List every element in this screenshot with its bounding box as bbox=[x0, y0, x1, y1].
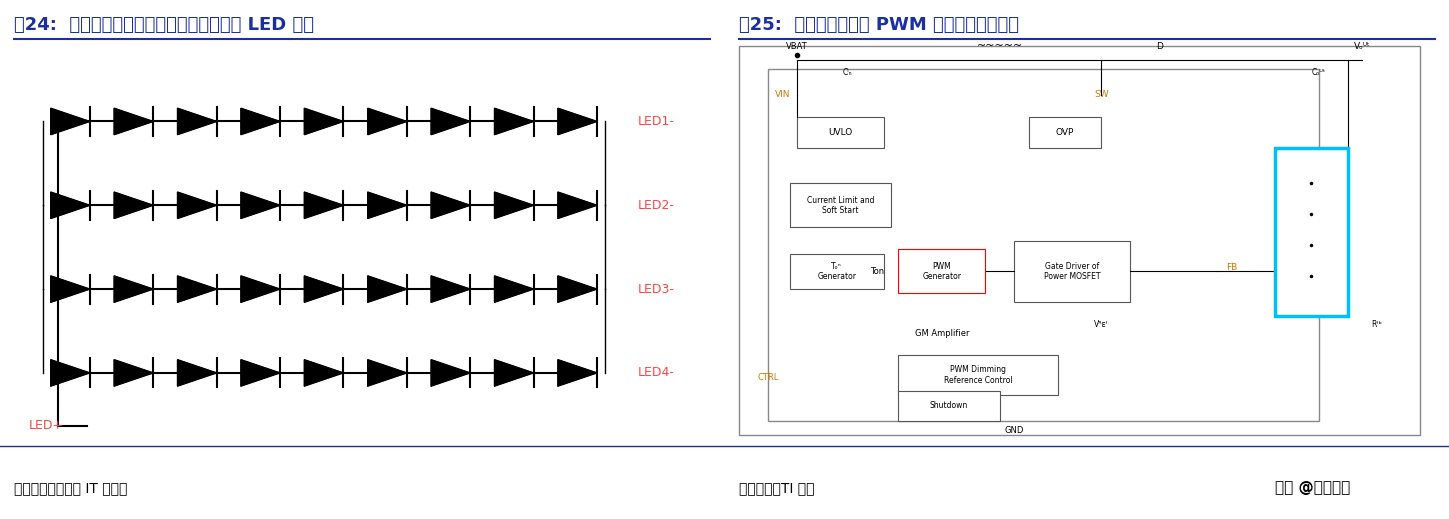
Polygon shape bbox=[304, 108, 343, 135]
Polygon shape bbox=[494, 276, 533, 302]
Text: Ton: Ton bbox=[869, 267, 884, 276]
Polygon shape bbox=[558, 192, 597, 218]
Polygon shape bbox=[304, 192, 343, 218]
Polygon shape bbox=[51, 192, 90, 218]
Text: D: D bbox=[1156, 42, 1162, 51]
Text: LED4-: LED4- bbox=[638, 366, 674, 379]
Polygon shape bbox=[494, 108, 533, 135]
Polygon shape bbox=[114, 360, 154, 386]
Polygon shape bbox=[368, 108, 407, 135]
Polygon shape bbox=[558, 360, 597, 386]
Polygon shape bbox=[304, 360, 343, 386]
Text: 资料来源：欧龙会 IT 技术网: 资料来源：欧龙会 IT 技术网 bbox=[14, 481, 128, 495]
Polygon shape bbox=[178, 360, 217, 386]
Text: 图25:  背光显示芯片的 PWM 模块功能相对单一: 图25: 背光显示芯片的 PWM 模块功能相对单一 bbox=[739, 16, 1019, 34]
Text: GND: GND bbox=[1004, 426, 1024, 435]
Text: CTRL: CTRL bbox=[758, 373, 778, 382]
Text: LED3-: LED3- bbox=[638, 282, 674, 296]
FancyBboxPatch shape bbox=[898, 391, 1000, 421]
Text: Gate Driver of
Power MOSFET: Gate Driver of Power MOSFET bbox=[1045, 262, 1100, 281]
Polygon shape bbox=[430, 192, 469, 218]
Text: UVLO: UVLO bbox=[829, 128, 852, 137]
Polygon shape bbox=[178, 108, 217, 135]
Text: LED+: LED+ bbox=[29, 419, 64, 432]
Polygon shape bbox=[241, 108, 280, 135]
Polygon shape bbox=[241, 192, 280, 218]
Polygon shape bbox=[368, 360, 407, 386]
Text: VBAT: VBAT bbox=[785, 42, 809, 51]
FancyBboxPatch shape bbox=[790, 183, 891, 227]
FancyBboxPatch shape bbox=[790, 254, 884, 289]
Text: LED1-: LED1- bbox=[638, 115, 674, 128]
Polygon shape bbox=[114, 192, 154, 218]
Text: Tₒⁿ
Generator: Tₒⁿ Generator bbox=[817, 262, 856, 281]
Text: Current Limit and
Soft Start: Current Limit and Soft Start bbox=[807, 196, 874, 215]
Polygon shape bbox=[178, 276, 217, 302]
Polygon shape bbox=[494, 360, 533, 386]
Polygon shape bbox=[51, 360, 90, 386]
Text: GM Amplifier: GM Amplifier bbox=[914, 329, 969, 338]
Polygon shape bbox=[241, 360, 280, 386]
Polygon shape bbox=[304, 276, 343, 302]
Polygon shape bbox=[51, 108, 90, 135]
Polygon shape bbox=[51, 276, 90, 302]
FancyBboxPatch shape bbox=[898, 250, 985, 294]
Text: 图24:  背光显示芯片的核心功能就是给白光 LED 供电: 图24: 背光显示芯片的核心功能就是给白光 LED 供电 bbox=[14, 16, 314, 34]
Text: Cᴵₙ: Cᴵₙ bbox=[843, 69, 852, 77]
Text: Vₒᵁᵗ: Vₒᵁᵗ bbox=[1353, 42, 1371, 51]
FancyBboxPatch shape bbox=[1275, 148, 1348, 316]
FancyBboxPatch shape bbox=[739, 47, 1420, 435]
Text: ~~~~~: ~~~~~ bbox=[977, 42, 1023, 51]
Polygon shape bbox=[114, 276, 154, 302]
FancyBboxPatch shape bbox=[768, 69, 1319, 421]
Text: OVP: OVP bbox=[1056, 128, 1074, 137]
Polygon shape bbox=[241, 276, 280, 302]
Text: SW: SW bbox=[1094, 90, 1108, 100]
Text: Vᴿᴇᶠ: Vᴿᴇᶠ bbox=[1094, 320, 1108, 329]
Polygon shape bbox=[114, 108, 154, 135]
Polygon shape bbox=[558, 276, 597, 302]
FancyBboxPatch shape bbox=[1014, 241, 1130, 302]
Polygon shape bbox=[368, 276, 407, 302]
Text: LED2-: LED2- bbox=[638, 199, 674, 212]
Text: Shutdown: Shutdown bbox=[930, 402, 968, 411]
Text: VIN: VIN bbox=[775, 90, 790, 100]
Text: PWM
Generator: PWM Generator bbox=[923, 262, 961, 281]
Text: Rᶠᵇ: Rᶠᵇ bbox=[1371, 320, 1382, 329]
FancyBboxPatch shape bbox=[1029, 117, 1101, 148]
Polygon shape bbox=[430, 108, 469, 135]
Text: PWM Dimming
Reference Control: PWM Dimming Reference Control bbox=[943, 365, 1013, 385]
Polygon shape bbox=[494, 192, 533, 218]
Polygon shape bbox=[558, 108, 597, 135]
Polygon shape bbox=[430, 360, 469, 386]
Polygon shape bbox=[368, 192, 407, 218]
FancyBboxPatch shape bbox=[898, 355, 1058, 395]
Polygon shape bbox=[178, 192, 217, 218]
Text: 资料来源：TI 官网: 资料来源：TI 官网 bbox=[739, 481, 814, 495]
FancyBboxPatch shape bbox=[797, 117, 884, 148]
Text: FB: FB bbox=[1226, 263, 1237, 271]
Polygon shape bbox=[430, 276, 469, 302]
Text: 头条 @远瞻智库: 头条 @远瞻智库 bbox=[1275, 481, 1350, 495]
Text: Cₒᵁᵗ: Cₒᵁᵗ bbox=[1311, 69, 1326, 77]
